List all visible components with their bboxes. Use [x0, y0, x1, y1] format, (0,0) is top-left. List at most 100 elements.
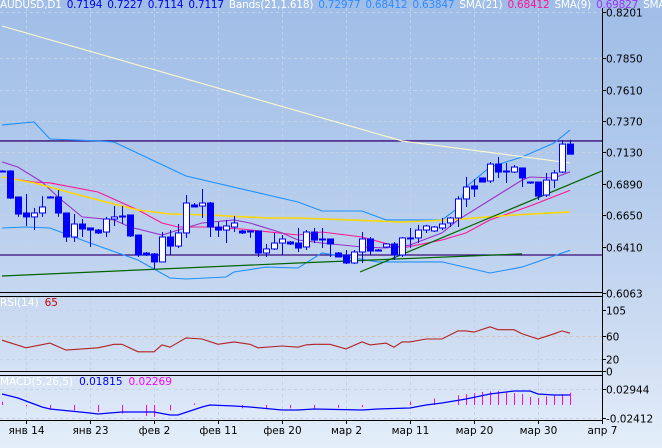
candle [351, 250, 358, 265]
candle [287, 240, 294, 246]
bull-candle-body [455, 198, 462, 219]
bands-upper-value: 0.72977 [318, 0, 361, 11]
date-label: янв 23 [72, 425, 108, 437]
candle [47, 196, 54, 199]
bull-candle-body [31, 212, 38, 218]
bear-candle-body [335, 252, 342, 258]
candle [23, 193, 30, 226]
candle [255, 230, 262, 257]
bull-candle-body [423, 225, 430, 231]
bear-candle-body [239, 230, 246, 234]
candle [391, 241, 398, 260]
bull-candle-body [111, 216, 118, 220]
candle [191, 203, 198, 208]
rsi-header: RSI(14) 65 [0, 297, 64, 309]
bull-candle-body [231, 222, 238, 228]
sma21-value: 0.68412 [507, 0, 550, 11]
candle [159, 232, 166, 263]
bull-candle-body [439, 223, 446, 229]
price-label: 0.6063 [606, 289, 643, 301]
candle [87, 227, 94, 247]
candle [55, 190, 62, 217]
candle [151, 253, 158, 270]
candle [327, 238, 334, 257]
candle [0, 170, 6, 173]
candle [279, 235, 286, 255]
candle [127, 214, 134, 238]
candle [319, 227, 326, 249]
trendline [1, 253, 523, 277]
bull-candle-body [119, 215, 126, 218]
candle [567, 139, 574, 155]
bull-candle-body [359, 238, 366, 253]
lower-band-line [1, 226, 571, 280]
candle [359, 232, 366, 263]
bear-candle-body [135, 234, 142, 256]
macd-axis-label: -0.02412 [606, 414, 653, 426]
bull-candle-body [175, 232, 182, 247]
candle [471, 179, 478, 197]
candle [559, 140, 566, 173]
bull-candle-body [71, 223, 78, 238]
bull-candle-body [551, 172, 558, 181]
candle [295, 227, 302, 252]
macd-signal-value: 0.02269 [128, 376, 172, 388]
bull-candle-body [319, 238, 326, 241]
bear-candle-body [167, 236, 174, 247]
candle [183, 195, 190, 238]
candle [31, 208, 38, 231]
chart-header: AUDUSD,D1 0.7194 0.7227 0.7114 0.7117 Bands(2… [0, 0, 662, 11]
candle [423, 224, 430, 233]
date-label: фев 20 [263, 425, 301, 437]
bull-candle-body [103, 218, 110, 233]
date-label: мар 11 [392, 425, 430, 437]
candle [431, 225, 438, 233]
bull-candle-body [159, 236, 166, 263]
bear-candle-body [215, 226, 222, 231]
bear-candle-body [87, 227, 94, 231]
bear-candle-body [63, 212, 70, 238]
sma3-label: SMA( [643, 0, 662, 11]
candle [247, 230, 254, 238]
sma-long-line [1, 25, 571, 164]
candle [15, 196, 22, 217]
bear-candle-body [23, 212, 30, 218]
bull-candle-body [543, 179, 550, 196]
candle [383, 243, 390, 249]
bear-candle-body [207, 202, 214, 228]
candle [303, 230, 310, 250]
rsi-value: 65 [44, 297, 58, 309]
sma-slow-line [1, 176, 571, 223]
rsi-line [1, 326, 571, 353]
candle [119, 206, 126, 225]
bull-candle-body [511, 166, 518, 173]
candle [463, 176, 470, 207]
date-label: янв 14 [8, 425, 44, 437]
bear-candle-body [527, 181, 534, 184]
candle [143, 251, 150, 257]
rsi-axis-label: 60 [606, 332, 619, 344]
price-label: 0.7130 [606, 148, 643, 160]
macd-line [1, 390, 570, 416]
bear-candle-body [367, 238, 374, 252]
bear-candle-body [327, 238, 334, 245]
upper-band-line [1, 121, 571, 221]
candle [335, 251, 342, 258]
candle [455, 196, 462, 228]
candle [439, 217, 446, 231]
candle [527, 181, 534, 184]
bear-candle-body [311, 231, 318, 241]
bull-candle-body [279, 238, 286, 244]
bear-candle-body [0, 170, 6, 173]
bull-candle-body [351, 251, 358, 264]
price-label: 0.6890 [606, 180, 643, 192]
candle [415, 224, 422, 244]
bear-candle-body [127, 214, 134, 237]
bear-candle-body [7, 170, 14, 199]
bear-candle-body [391, 243, 398, 256]
candle [495, 156, 502, 178]
sma9-line [1, 161, 571, 249]
candle [311, 227, 318, 244]
rsi-axis-label: 20 [606, 355, 619, 367]
rsi-axis-label: 0 [606, 367, 613, 379]
